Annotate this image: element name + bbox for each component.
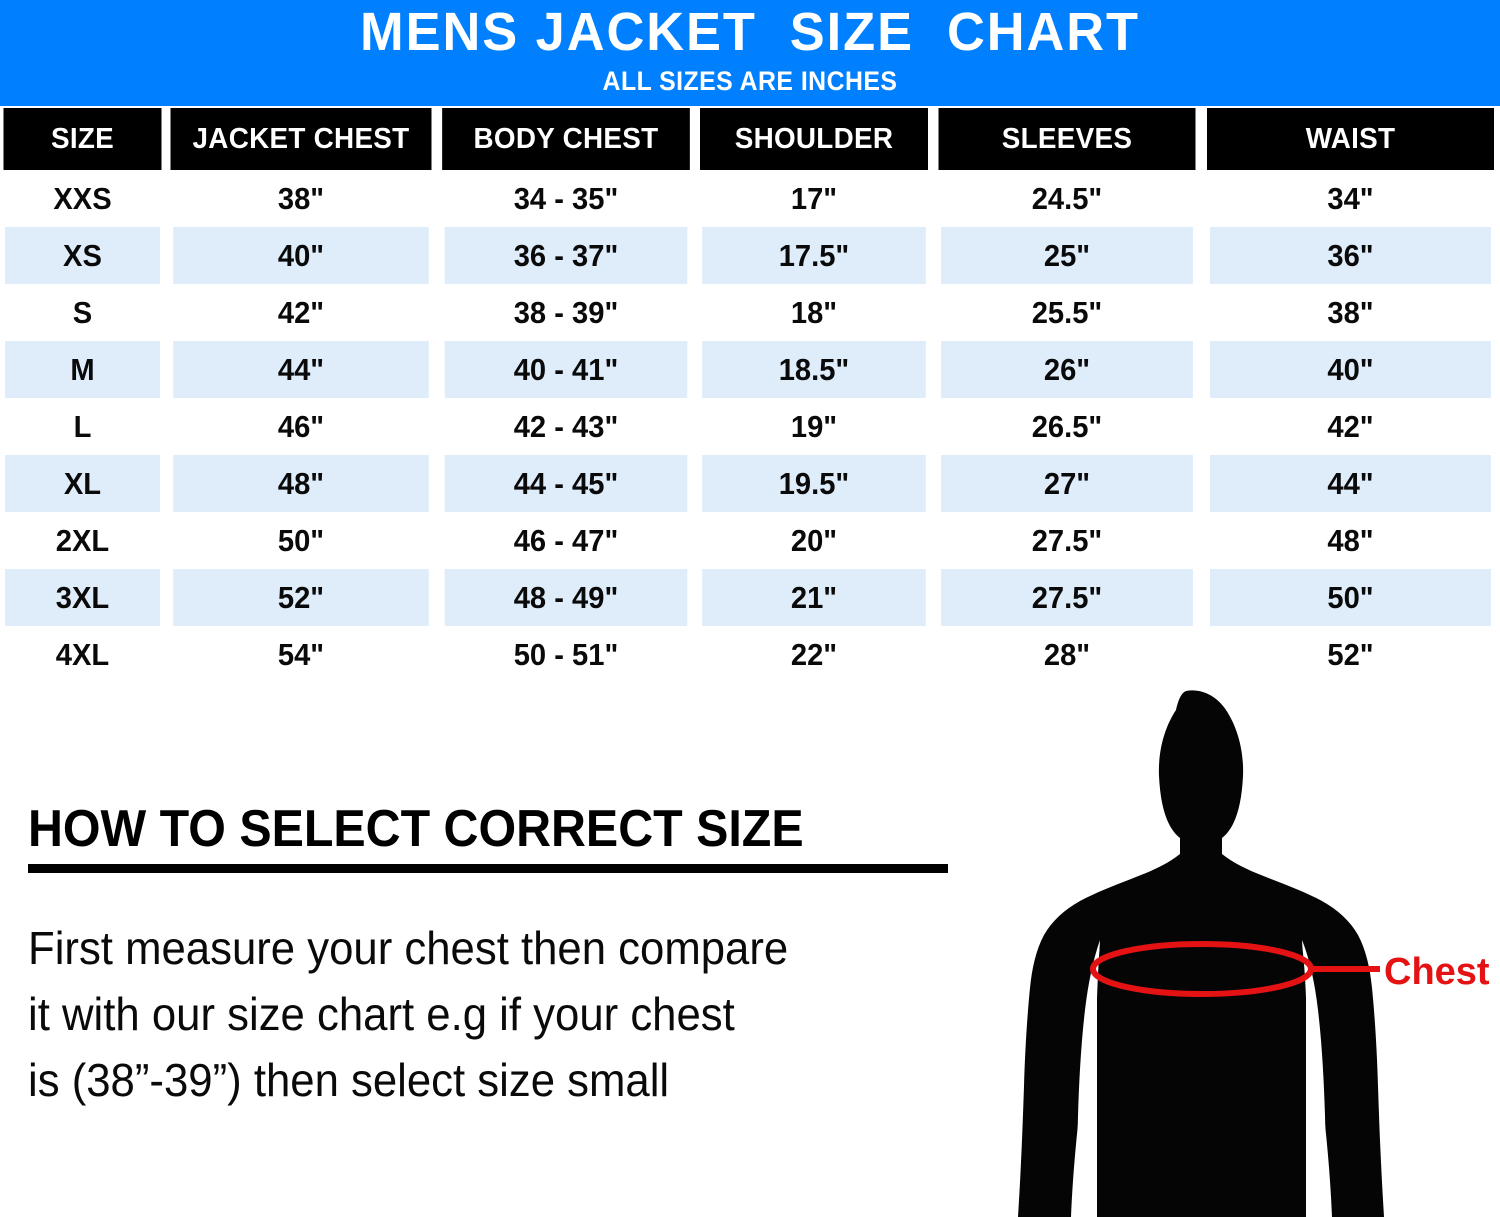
- how-to-body-line: it with our size chart e.g if your chest: [28, 988, 735, 1040]
- page-title: MENS JACKET SIZE CHART: [360, 2, 1140, 62]
- table-row: 2XL 50" 46 - 47" 20" 27.5" 48": [0, 512, 1500, 569]
- cell-jacket-chest: 42": [173, 284, 429, 341]
- size-chart-table-wrapper: SIZE JACKET CHEST BODY CHEST SHOULDER SL…: [0, 108, 1500, 683]
- heading-underline: [28, 864, 948, 873]
- column-header-size: SIZE: [3, 108, 162, 170]
- cell-size: M: [4, 341, 161, 398]
- cell-sleeves: 27": [941, 455, 1193, 512]
- cell-jacket-chest: 40": [173, 227, 429, 284]
- cell-size: S: [4, 284, 161, 341]
- how-to-heading: HOW TO SELECT CORRECT SIZE: [28, 800, 804, 858]
- cell-sleeves: 25.5": [941, 284, 1193, 341]
- cell-sleeves: 27.5": [941, 569, 1193, 626]
- cell-jacket-chest: 44": [173, 341, 429, 398]
- table-row: S 42" 38 - 39" 18" 25.5" 38": [0, 284, 1500, 341]
- cell-waist: 40": [1209, 341, 1492, 398]
- cell-body-chest: 48 - 49": [444, 569, 688, 626]
- cell-waist: 48": [1209, 512, 1492, 569]
- cell-shoulder: 18.5": [702, 341, 926, 398]
- cell-shoulder: 17": [702, 170, 926, 227]
- cell-body-chest: 36 - 37": [444, 227, 688, 284]
- male-torso-silhouette: [1018, 690, 1384, 1217]
- how-to-body-line: First measure your chest then compare: [28, 922, 789, 974]
- table-row: 3XL 52" 48 - 49" 21" 27.5" 50": [0, 569, 1500, 626]
- cell-jacket-chest: 48": [173, 455, 429, 512]
- cell-sleeves: 28": [941, 626, 1193, 683]
- chest-label: Chest: [1384, 951, 1490, 993]
- cell-size: XXS: [4, 170, 161, 227]
- cell-jacket-chest: 38": [173, 170, 429, 227]
- cell-shoulder: 19": [702, 398, 926, 455]
- cell-size: 3XL: [4, 569, 161, 626]
- column-header-jacket-chest: JACKET CHEST: [170, 108, 432, 170]
- page-subtitle: ALL SIZES ARE INCHES: [602, 66, 898, 96]
- table-row: XS 40" 36 - 37" 17.5" 25" 36": [0, 227, 1500, 284]
- table-row: M 44" 40 - 41" 18.5" 26" 40": [0, 341, 1500, 398]
- column-header-sleeves: SLEEVES: [938, 108, 1196, 170]
- chest-measurement-diagram: Chest: [980, 672, 1500, 1217]
- cell-size: 2XL: [4, 512, 161, 569]
- cell-size: XS: [4, 227, 161, 284]
- cell-body-chest: 44 - 45": [444, 455, 688, 512]
- table-row: 4XL 54" 50 - 51" 22" 28" 52": [0, 626, 1500, 683]
- cell-size: 4XL: [4, 626, 161, 683]
- table-body: XXS 38" 34 - 35" 17" 24.5" 34" XS 40" 36…: [0, 170, 1500, 683]
- cell-size: L: [4, 398, 161, 455]
- cell-body-chest: 42 - 43": [444, 398, 688, 455]
- table-row: XXS 38" 34 - 35" 17" 24.5" 34": [0, 170, 1500, 227]
- how-to-body: First measure your chest then compare it…: [28, 915, 940, 1113]
- cell-body-chest: 38 - 39": [444, 284, 688, 341]
- column-header-body-chest: BODY CHEST: [442, 108, 690, 170]
- cell-body-chest: 50 - 51": [444, 626, 688, 683]
- column-header-shoulder: SHOULDER: [699, 108, 929, 170]
- cell-jacket-chest: 46": [173, 398, 429, 455]
- how-to-select-section: HOW TO SELECT CORRECT SIZE First measure…: [28, 800, 988, 1113]
- how-to-body-line: is (38”-39”) then select size small: [28, 1054, 670, 1106]
- cell-waist: 52": [1209, 626, 1492, 683]
- cell-jacket-chest: 50": [173, 512, 429, 569]
- cell-sleeves: 24.5": [941, 170, 1193, 227]
- size-chart-table: SIZE JACKET CHEST BODY CHEST SHOULDER SL…: [0, 108, 1500, 683]
- cell-waist: 50": [1209, 569, 1492, 626]
- cell-waist: 36": [1209, 227, 1492, 284]
- cell-jacket-chest: 52": [173, 569, 429, 626]
- cell-sleeves: 26": [941, 341, 1193, 398]
- title-banner: MENS JACKET SIZE CHART ALL SIZES ARE INC…: [0, 0, 1500, 106]
- cell-jacket-chest: 54": [173, 626, 429, 683]
- cell-waist: 42": [1209, 398, 1492, 455]
- cell-shoulder: 22": [702, 626, 926, 683]
- cell-shoulder: 19.5": [702, 455, 926, 512]
- cell-sleeves: 26.5": [941, 398, 1193, 455]
- cell-waist: 44": [1209, 455, 1492, 512]
- table-header-row: SIZE JACKET CHEST BODY CHEST SHOULDER SL…: [0, 108, 1500, 170]
- cell-body-chest: 40 - 41": [444, 341, 688, 398]
- cell-sleeves: 25": [941, 227, 1193, 284]
- table-row: L 46" 42 - 43" 19" 26.5" 42": [0, 398, 1500, 455]
- table-header: SIZE JACKET CHEST BODY CHEST SHOULDER SL…: [0, 108, 1500, 170]
- table-row: XL 48" 44 - 45" 19.5" 27" 44": [0, 455, 1500, 512]
- cell-sleeves: 27.5": [941, 512, 1193, 569]
- cell-shoulder: 18": [702, 284, 926, 341]
- cell-body-chest: 46 - 47": [444, 512, 688, 569]
- cell-shoulder: 17.5": [702, 227, 926, 284]
- cell-shoulder: 21": [702, 569, 926, 626]
- cell-waist: 38": [1209, 284, 1492, 341]
- column-header-waist: WAIST: [1206, 108, 1495, 170]
- cell-size: XL: [4, 455, 161, 512]
- cell-shoulder: 20": [702, 512, 926, 569]
- cell-waist: 34": [1209, 170, 1492, 227]
- cell-body-chest: 34 - 35": [444, 170, 688, 227]
